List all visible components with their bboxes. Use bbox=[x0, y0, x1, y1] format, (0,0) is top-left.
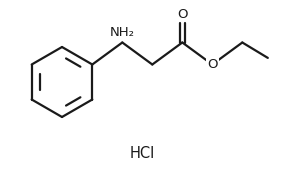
Text: NH₂: NH₂ bbox=[110, 26, 135, 39]
Text: O: O bbox=[177, 8, 188, 21]
Text: HCl: HCl bbox=[129, 145, 155, 161]
Text: O: O bbox=[207, 58, 217, 71]
